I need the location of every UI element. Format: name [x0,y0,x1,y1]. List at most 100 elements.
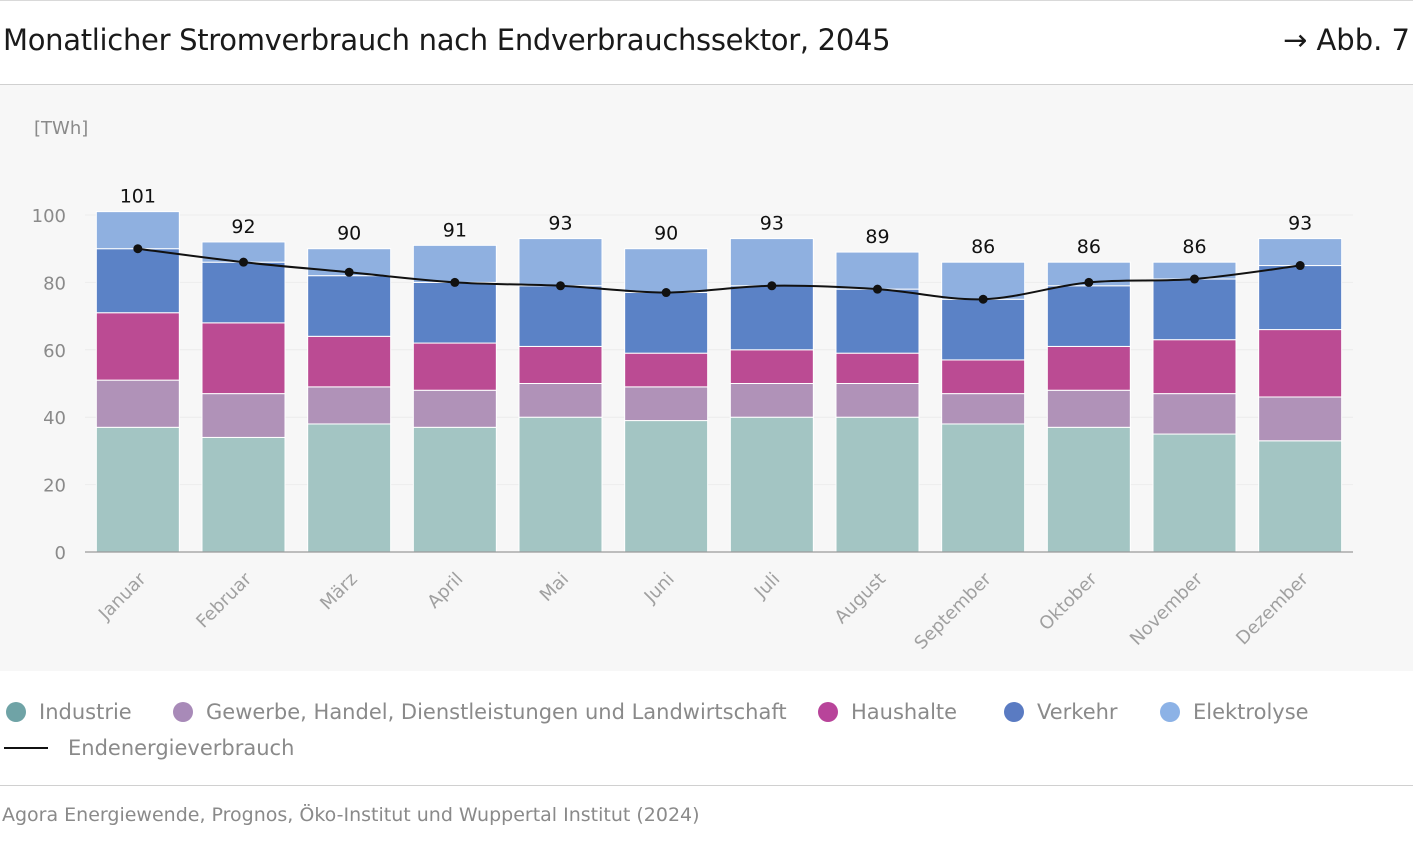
bar-segment-verkehr [201,261,286,324]
x-tick-label: Februar [192,568,256,632]
line-endenergieverbrauch [137,247,1301,301]
line-point [978,294,988,304]
line-point [239,257,248,267]
legend-swatch [818,702,838,722]
source-note: Agora Energiewende, Prognos, Öko-Institu… [2,804,700,826]
bar-segment-haushalte [1258,329,1343,398]
header: Monatlicher Stromverbrauch nach Endverbr… [0,0,1413,84]
bar-segment-industrie [201,436,286,553]
y-tick-label: 0 [55,543,66,564]
legend-label: Verkehr [1037,700,1118,724]
bar-segment-industrie [518,416,603,553]
total-data-label: 91 [443,219,467,241]
y-tick-label: 100 [32,206,66,227]
bar-segment-elektrolyse [412,244,497,283]
legend-label: Elektrolyse [1193,700,1309,724]
legend-label: Haushalte [851,700,958,724]
legend-item-endenergieverbrauch: Endenergieverbrauch [4,736,294,760]
bar-segment-industrie [307,423,392,553]
stacked-bar-chart: [TWh] 0 20 40 60 80 100 101 Januar 92 Februar 90 Mär… [32,118,1353,654]
bar-segment-gewerbe [95,379,180,428]
figure-reference: → Abb. 7 [1282,23,1410,57]
total-data-label: 92 [231,216,255,238]
line-point [344,267,354,277]
x-tick-label: August [831,569,890,628]
bar-segment-elektrolyse [835,251,920,290]
total-data-label: 93 [548,213,572,235]
line-point [556,281,565,291]
bar-segment-gewerbe [201,393,286,438]
bar-segment-gewerbe [1046,389,1131,428]
total-data-label: 90 [337,223,361,245]
bar-segment-industrie [1152,433,1237,553]
bar-segment-elektrolyse [624,248,709,294]
x-tick-label: März [316,569,362,615]
legend-item-haushalte: Haushalte [818,700,957,724]
x-tick-label: Mai [536,569,573,606]
legend-item-verkehr: Verkehr [1004,700,1118,724]
bar-segment-industrie [624,420,709,553]
legend-item-elektrolyse: Elektrolyse [1160,700,1309,724]
bar-segment-haushalte [201,322,286,395]
bar-segment-gewerbe [412,389,497,428]
line-point [1295,261,1305,271]
line-point [450,277,460,287]
bar-segment-gewerbe [1258,396,1343,442]
bar-segment-verkehr [307,275,392,337]
bar-segment-haushalte [941,359,1026,395]
bar-segment-haushalte [412,342,497,391]
total-data-label: 86 [971,236,995,258]
y-tick-label: 40 [43,408,66,429]
bar-segment-verkehr [95,248,180,314]
bar-segment-haushalte [518,345,603,384]
bar-segment-verkehr [1046,285,1131,347]
bar-segment-industrie [1258,440,1343,553]
total-data-label: 101 [120,186,156,208]
legend-label: Endenergieverbrauch [68,736,295,760]
legend-item-gewerbe: Gewerbe, Handel, Dienstleistungen und La… [173,700,787,724]
legend: Industrie Gewerbe, Handel, Dienstleistun… [0,692,1413,772]
chart-title: Monatlicher Stromverbrauch nach Endverbr… [3,23,891,57]
line-point [661,288,671,298]
x-tick-label: Juni [640,569,679,608]
x-tick-label: September [910,568,996,654]
bar-segment-elektrolyse [729,238,814,287]
bar-segment-gewerbe [729,383,814,418]
bar-segment-haushalte [307,335,392,388]
bar-segment-verkehr [518,285,603,347]
bar-segment-gewerbe [518,383,603,418]
legend-swatch [1160,702,1180,722]
bar-segment-gewerbe [835,383,920,418]
line-point [133,244,143,254]
y-unit-label: [TWh] [34,118,88,139]
total-data-label: 86 [1182,236,1206,258]
bar-segment-gewerbe [1152,393,1237,435]
bar-segment-elektrolyse [95,211,180,250]
y-tick-label: 80 [43,273,66,294]
total-data-label: 90 [654,223,678,245]
bar-segment-industrie [835,416,920,553]
y-tick-label: 20 [43,476,66,497]
y-tick-label: 60 [43,341,66,362]
legend-label: Gewerbe, Handel, Dienstleistungen und La… [206,700,787,724]
legend-item-industrie: Industrie [6,700,132,724]
legend-swatch [173,702,193,722]
total-data-label: 93 [760,213,784,235]
legend-swatch [6,702,26,722]
bar-segment-gewerbe [941,393,1026,425]
bar-segment-verkehr [941,298,1026,361]
bar-segment-verkehr [835,288,920,354]
bar-segment-haushalte [1046,345,1131,391]
bar-segment-gewerbe [307,386,392,425]
x-tick-label: Dezember [1232,568,1313,649]
legend-swatch [1004,702,1024,722]
bar-segment-industrie [729,416,814,553]
x-tick-label: Juli [750,569,784,603]
line-point [767,281,777,291]
x-tick-label: Januar [94,568,151,625]
line-point [1190,274,1199,284]
bar-segment-haushalte [729,349,814,384]
legend-line-swatch [4,747,48,749]
bar-segment-elektrolyse [941,261,1026,300]
bar-segment-industrie [412,426,497,553]
